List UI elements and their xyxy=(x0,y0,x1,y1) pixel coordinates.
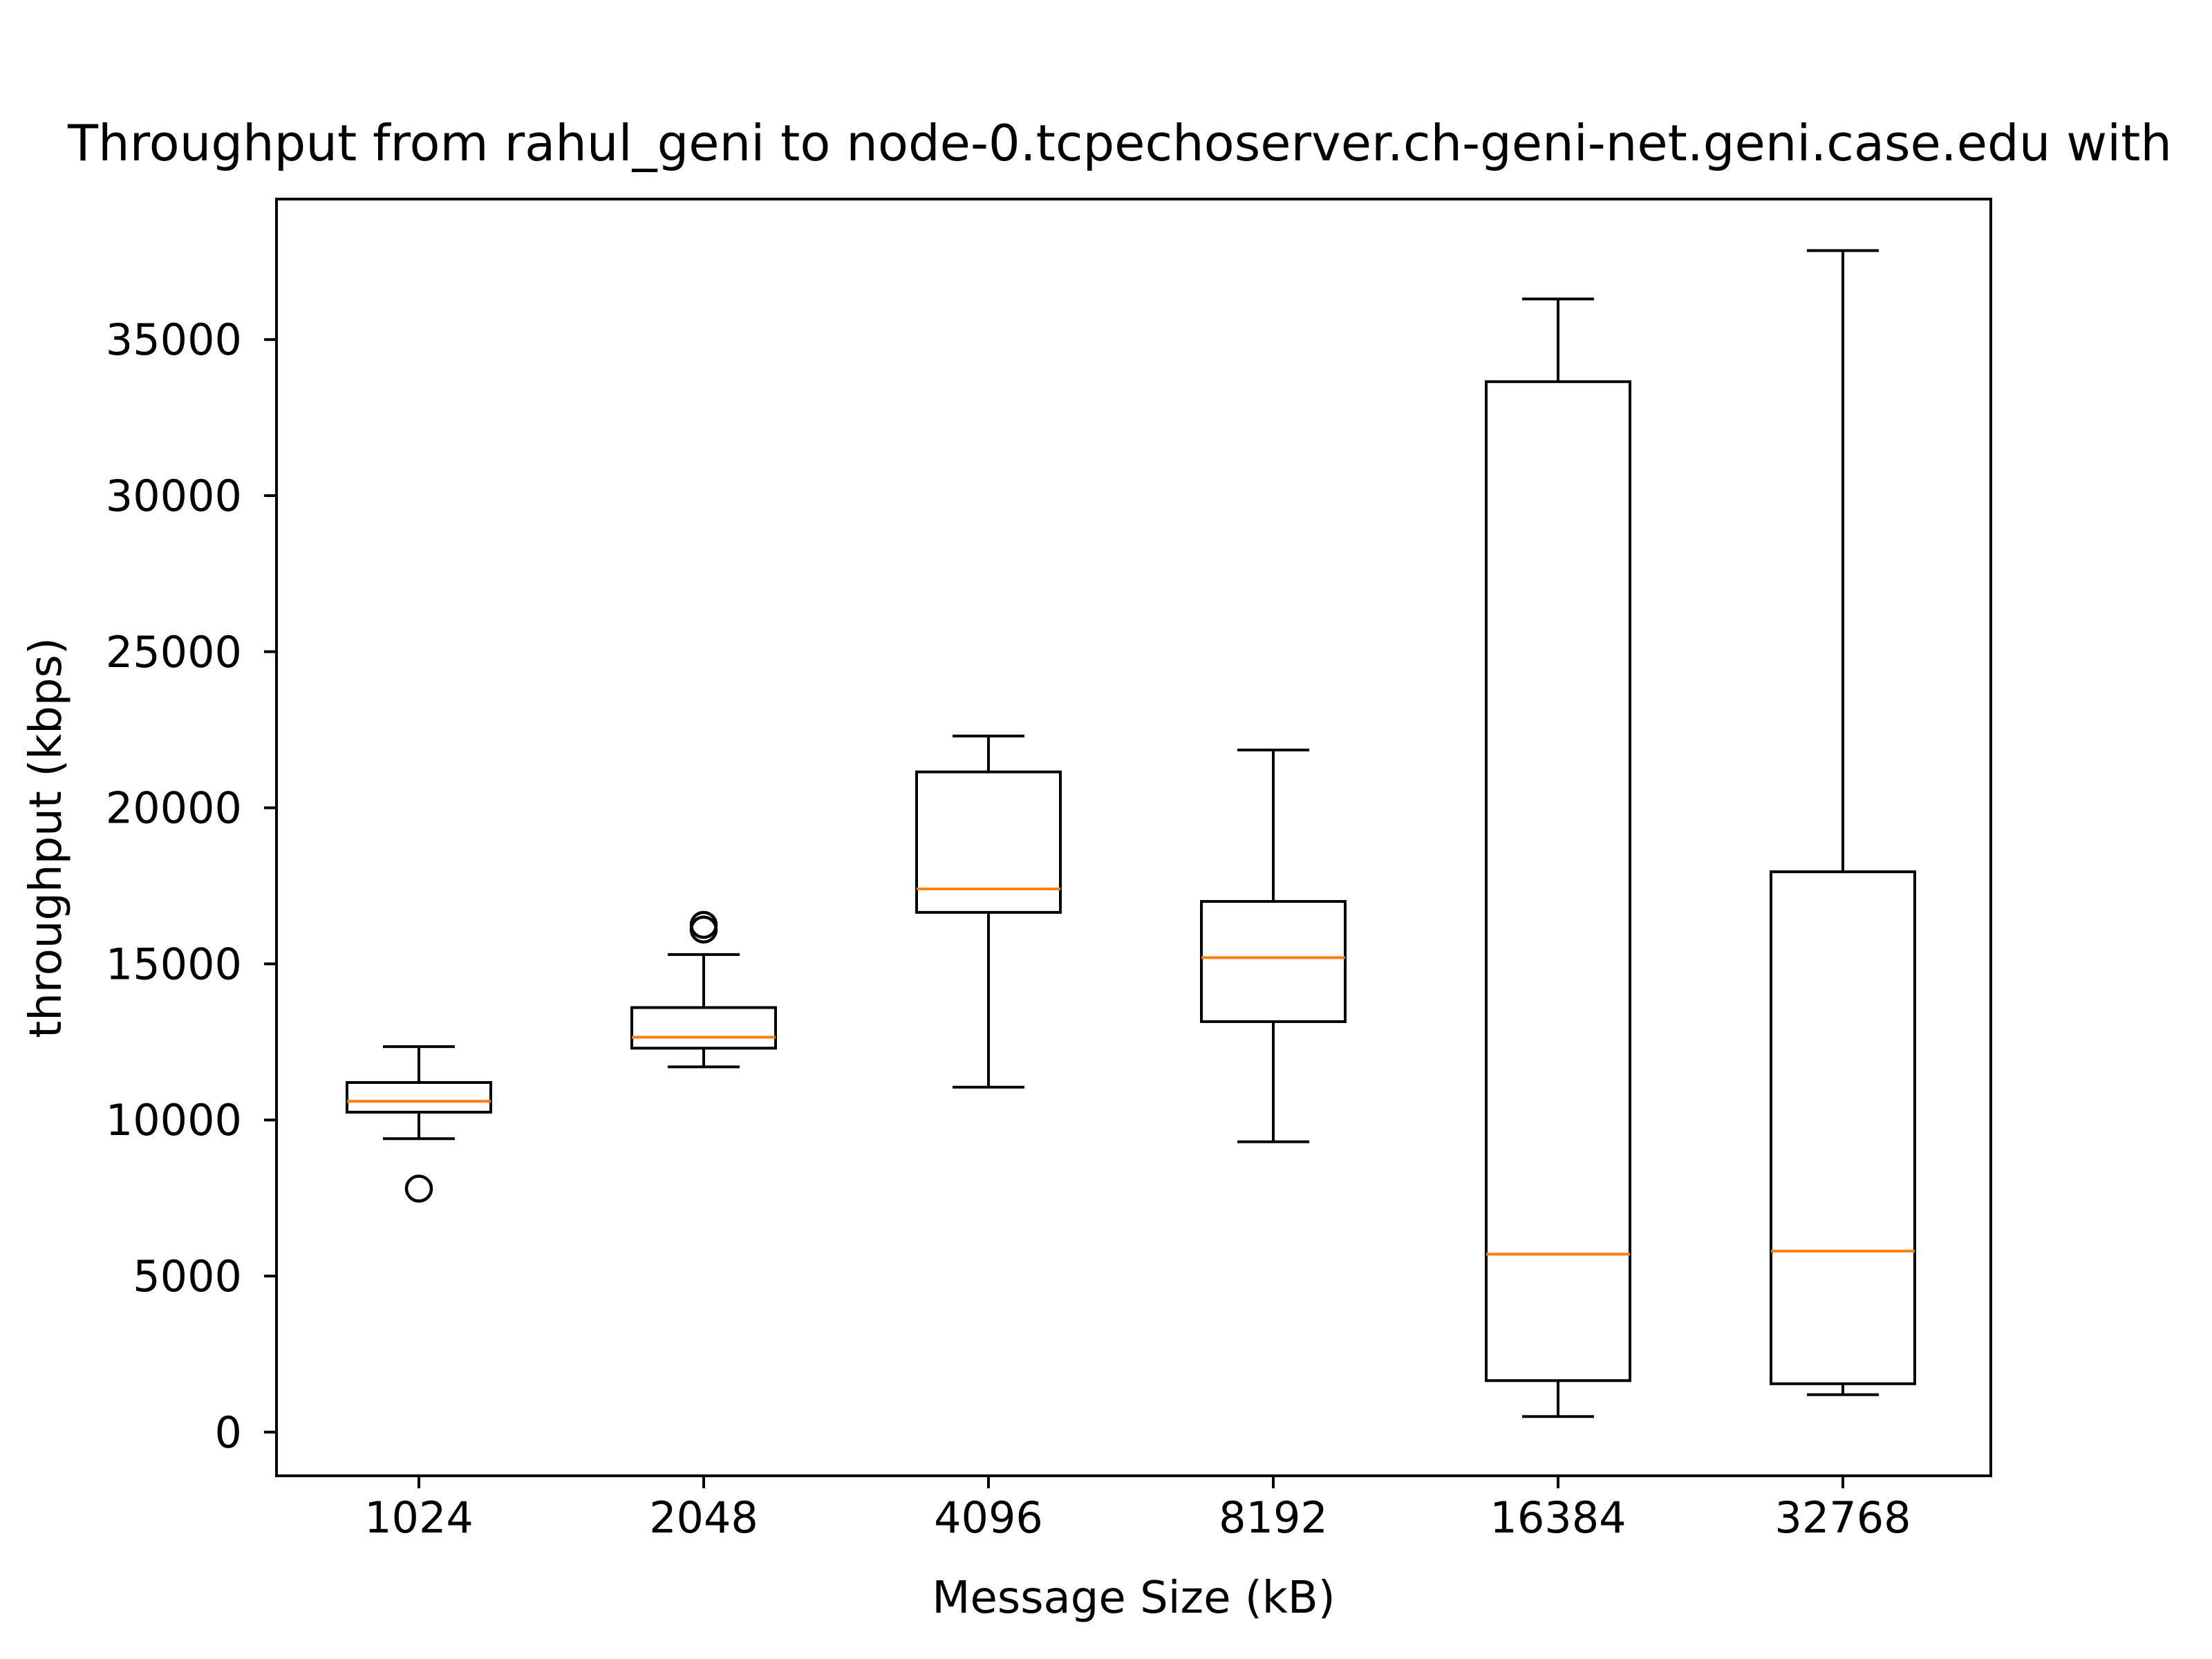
iqr-box xyxy=(630,1006,777,1050)
y-tick-label: 0 xyxy=(215,1407,242,1458)
iqr-box xyxy=(1485,380,1631,1382)
iqr-box xyxy=(1770,870,1916,1385)
y-axis: 0 5000 10000 15000 20000 25000 30000 35000 xyxy=(106,315,276,1458)
y-tick-label: 25000 xyxy=(106,627,242,677)
x-tick-label: 16384 xyxy=(1490,1492,1626,1543)
y-axis-label: throughput (kbps) xyxy=(21,637,72,1038)
x-axis: 1024 2048 4096 8192 16384 32768 xyxy=(364,1476,1911,1543)
y-tick-label: 20000 xyxy=(106,783,242,834)
x-tick-label: 4096 xyxy=(934,1492,1043,1543)
boxes-layer xyxy=(346,249,1916,1418)
plot-area xyxy=(275,198,1992,1477)
y-tick-label: 15000 xyxy=(106,939,242,989)
iqr-box xyxy=(1200,900,1347,1023)
box-32768 xyxy=(1770,249,1916,1396)
box-2048 xyxy=(630,910,777,1069)
box-16384 xyxy=(1485,297,1631,1418)
x-axis-label: Message Size (kB) xyxy=(932,1573,1335,1624)
y-tick-label: 5000 xyxy=(133,1251,242,1302)
y-tick-label: 35000 xyxy=(106,315,242,365)
outlier-point xyxy=(404,1174,433,1203)
box-8192 xyxy=(1200,749,1347,1143)
iqr-box xyxy=(915,770,1062,914)
x-tick-label: 8192 xyxy=(1219,1492,1328,1543)
x-tick-label: 2048 xyxy=(649,1492,758,1543)
box-1024 xyxy=(346,1045,492,1203)
iqr-box xyxy=(346,1080,492,1114)
x-tick-label: 32768 xyxy=(1774,1492,1911,1543)
y-tick-label: 10000 xyxy=(106,1095,242,1145)
outlier-point xyxy=(689,910,718,939)
x-tick-label: 1024 xyxy=(364,1492,474,1543)
chart-title: Throughput from rahul_geni to node-0.tcp… xyxy=(67,114,2172,172)
y-tick-label: 30000 xyxy=(106,471,242,521)
box-4096 xyxy=(915,734,1062,1089)
